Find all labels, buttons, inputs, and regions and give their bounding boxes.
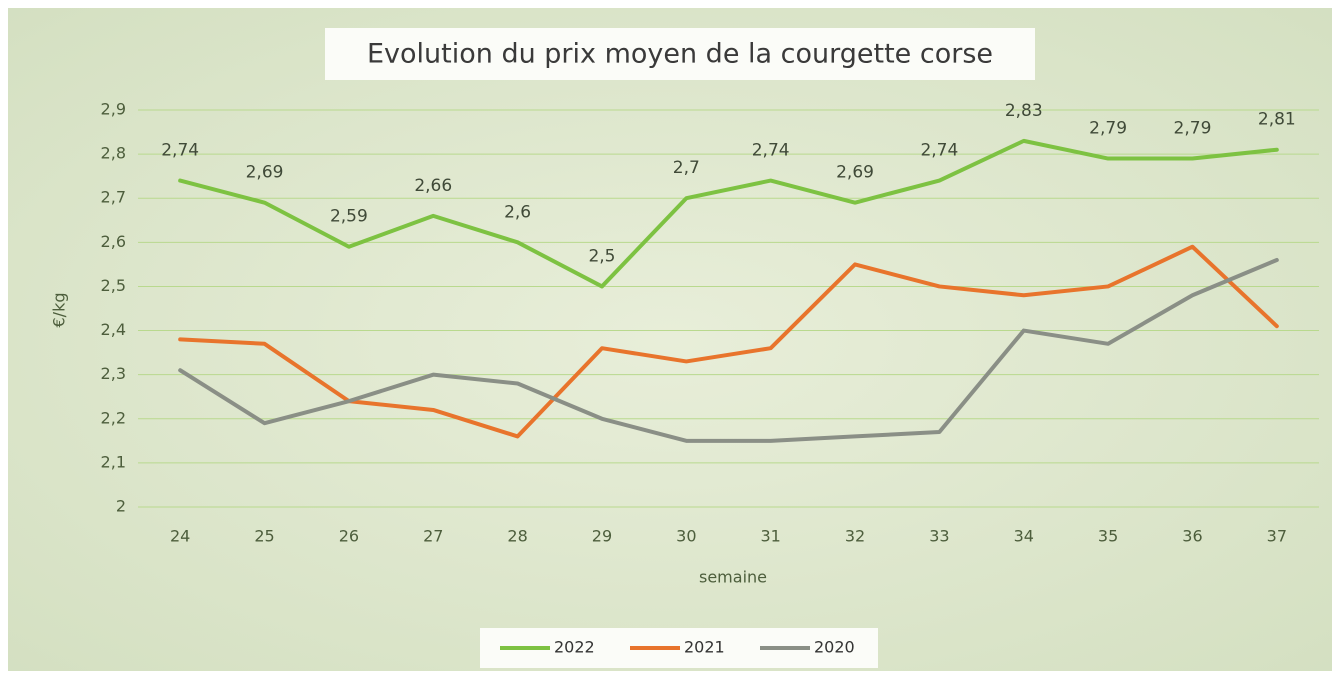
- y-tick-label: 2,2: [101, 408, 126, 427]
- legend-label: 2020: [814, 638, 855, 657]
- y-tick-label: 2,1: [101, 452, 126, 471]
- data-label: 2,74: [752, 141, 790, 161]
- y-axis-label: €/kg: [50, 293, 69, 328]
- data-label: 2,74: [920, 141, 958, 161]
- x-tick-label: 35: [1098, 527, 1118, 546]
- x-tick-label: 33: [929, 527, 949, 546]
- x-axis-label: semaine: [699, 568, 767, 587]
- x-tick-label: 32: [845, 527, 865, 546]
- y-tick-label: 2,3: [101, 364, 126, 383]
- x-tick-label: 30: [676, 527, 696, 546]
- legend-label: 2022: [554, 638, 595, 657]
- x-tick-label: 31: [760, 527, 780, 546]
- y-tick-label: 2,9: [101, 100, 126, 119]
- x-tick-label: 26: [339, 527, 359, 546]
- data-label: 2,59: [330, 207, 368, 227]
- data-label: 2,79: [1089, 119, 1127, 139]
- data-label: 2,5: [588, 246, 615, 266]
- x-tick-label: 27: [423, 527, 443, 546]
- data-label: 2,79: [1174, 119, 1212, 139]
- x-tick-label: 29: [592, 527, 612, 546]
- y-tick-label: 2: [116, 497, 126, 516]
- y-tick-label: 2,6: [101, 232, 126, 251]
- data-label: 2,69: [836, 163, 874, 183]
- chart: Evolution du prix moyen de la courgette …: [0, 0, 1340, 679]
- y-tick-label: 2,8: [101, 144, 126, 163]
- data-label: 2,7: [673, 158, 700, 178]
- data-label: 2,6: [504, 202, 531, 222]
- x-tick-label: 24: [170, 527, 190, 546]
- y-tick-label: 2,5: [101, 276, 126, 295]
- x-tick-label: 37: [1267, 527, 1287, 546]
- x-tick-label: 25: [254, 527, 274, 546]
- y-tick-label: 2,7: [101, 188, 126, 207]
- x-tick-label: 28: [507, 527, 527, 546]
- data-label: 2,66: [414, 176, 452, 196]
- data-label: 2,69: [246, 163, 284, 183]
- data-label: 2,74: [161, 141, 199, 161]
- legend-label: 2021: [684, 638, 725, 657]
- data-label: 2,81: [1258, 110, 1296, 130]
- x-tick-label: 34: [1014, 527, 1034, 546]
- y-tick-label: 2,4: [101, 320, 126, 339]
- data-label: 2,83: [1005, 101, 1043, 121]
- chart-title: Evolution du prix moyen de la courgette …: [367, 39, 993, 70]
- x-tick-label: 36: [1182, 527, 1202, 546]
